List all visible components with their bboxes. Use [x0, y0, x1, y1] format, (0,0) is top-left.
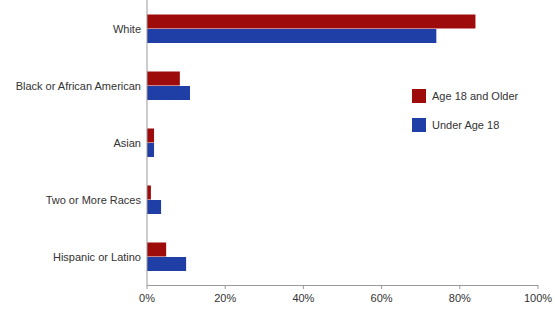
x-tick	[303, 285, 304, 289]
x-tick-label: 80%	[449, 292, 471, 304]
x-tick-label: 20%	[214, 292, 236, 304]
bars	[147, 15, 475, 272]
bar	[147, 72, 180, 86]
legend-swatch	[412, 118, 426, 132]
bar	[147, 243, 166, 257]
x-tick	[147, 285, 148, 289]
bar	[147, 257, 186, 271]
x-tick-label: 100%	[524, 292, 552, 304]
x-tick-label: 0%	[139, 292, 155, 304]
x-tick	[459, 285, 460, 289]
category-label: Two or More Races	[46, 194, 142, 206]
category-label: Hispanic or Latino	[53, 251, 141, 263]
bar	[147, 186, 151, 200]
chart: 0% 20% 40% 60% 80% 100% White Black or African …	[0, 0, 555, 309]
x-axis	[147, 285, 538, 286]
category-label: White	[113, 23, 141, 35]
legend-swatch	[412, 89, 426, 103]
y-axis	[147, 0, 148, 285]
legend-label: Under Age 18	[432, 119, 499, 131]
bar	[147, 29, 436, 43]
x-tick-label: 40%	[292, 292, 314, 304]
x-tick	[538, 285, 539, 289]
legend: Age 18 and Older Under Age 18	[412, 89, 519, 132]
x-tick	[225, 285, 226, 289]
x-tick	[381, 285, 382, 289]
category-label: Black or African American	[16, 80, 141, 92]
bar	[147, 86, 190, 100]
bar	[147, 129, 154, 143]
category-label: Asian	[113, 137, 141, 149]
legend-label: Age 18 and Older	[432, 90, 519, 102]
bar	[147, 15, 475, 29]
x-tick-label: 60%	[371, 292, 393, 304]
bar	[147, 200, 161, 214]
bar	[147, 143, 154, 157]
